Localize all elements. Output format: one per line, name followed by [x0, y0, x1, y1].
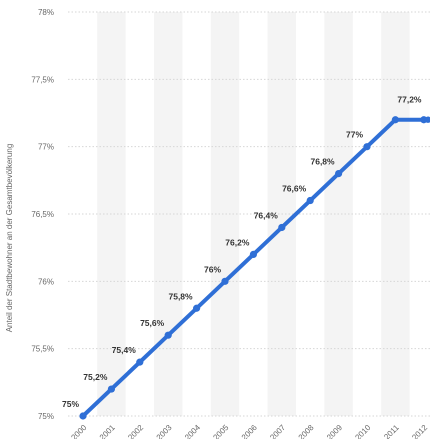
x-axis-ticks: 2000 2001 2002 2003 2004 2005 2006 2007 2008 2009…	[69, 423, 429, 439]
data-point[interactable]	[79, 412, 87, 420]
x-tick-label: 2007	[268, 423, 287, 439]
x-tick-label: 2010	[353, 423, 372, 439]
data-label: 76,2%	[225, 237, 250, 247]
x-tick-label: 2008	[297, 423, 316, 439]
data-point[interactable]	[363, 143, 371, 151]
data-label: 75%	[62, 399, 79, 409]
data-label: 75,8%	[168, 291, 193, 301]
data-point[interactable]	[278, 223, 286, 232]
column-band	[154, 12, 183, 416]
data-point[interactable]	[193, 304, 201, 312]
x-tick-label: 2006	[240, 423, 259, 439]
x-tick-label: 2009	[325, 423, 344, 439]
y-tick-label: 76%	[38, 277, 54, 286]
data-label: 76,4%	[254, 210, 279, 220]
x-tick-label: 2001	[98, 423, 117, 439]
series-line	[81, 117, 430, 418]
x-tick-label: 2002	[126, 423, 145, 439]
x-tick-label: 2004	[183, 423, 202, 439]
data-labels: 75% 75,2% 75,4% 75,6% 75,8% 76% 76,2% 76,4% 76,6…	[62, 95, 422, 409]
data-label: 76,6%	[282, 184, 307, 194]
data-point[interactable]	[424, 116, 430, 123]
data-point[interactable]	[164, 331, 172, 339]
y-tick-label: 78%	[38, 8, 54, 17]
data-label: 75,4%	[112, 345, 137, 355]
y-axis-ticks: 75% 75,5% 76% 76,5% 77% 77,5% 78%	[31, 8, 54, 421]
y-tick-label: 77,5%	[31, 75, 54, 84]
data-point[interactable]	[306, 196, 314, 205]
y-tick-label: 75%	[38, 412, 54, 421]
x-tick-label: 2003	[155, 423, 174, 439]
data-points	[79, 116, 430, 420]
data-point[interactable]	[335, 170, 343, 178]
data-label: 76%	[204, 264, 221, 274]
data-label: 75,6%	[140, 318, 165, 328]
x-tick-label: 2000	[69, 423, 88, 439]
data-label: 77%	[346, 130, 363, 140]
data-label: 76,8%	[310, 157, 335, 167]
data-label: 77,2%	[397, 95, 422, 105]
data-point[interactable]	[249, 250, 257, 258]
data-label: 75,2%	[83, 372, 108, 382]
y-tick-label: 77%	[38, 143, 54, 152]
y-tick-label: 75,5%	[31, 345, 54, 354]
x-tick-label: 2005	[211, 423, 230, 439]
data-point[interactable]	[136, 358, 144, 366]
y-axis-label: Anteil der Stadtbewohner an der Gesamtbe…	[5, 144, 14, 333]
data-point[interactable]	[107, 385, 115, 393]
y-tick-label: 76,5%	[31, 210, 54, 219]
x-tick-label: 2011	[382, 423, 401, 439]
data-point[interactable]	[391, 116, 399, 124]
x-tick-label: 2012	[410, 423, 429, 439]
data-point[interactable]	[221, 277, 229, 285]
